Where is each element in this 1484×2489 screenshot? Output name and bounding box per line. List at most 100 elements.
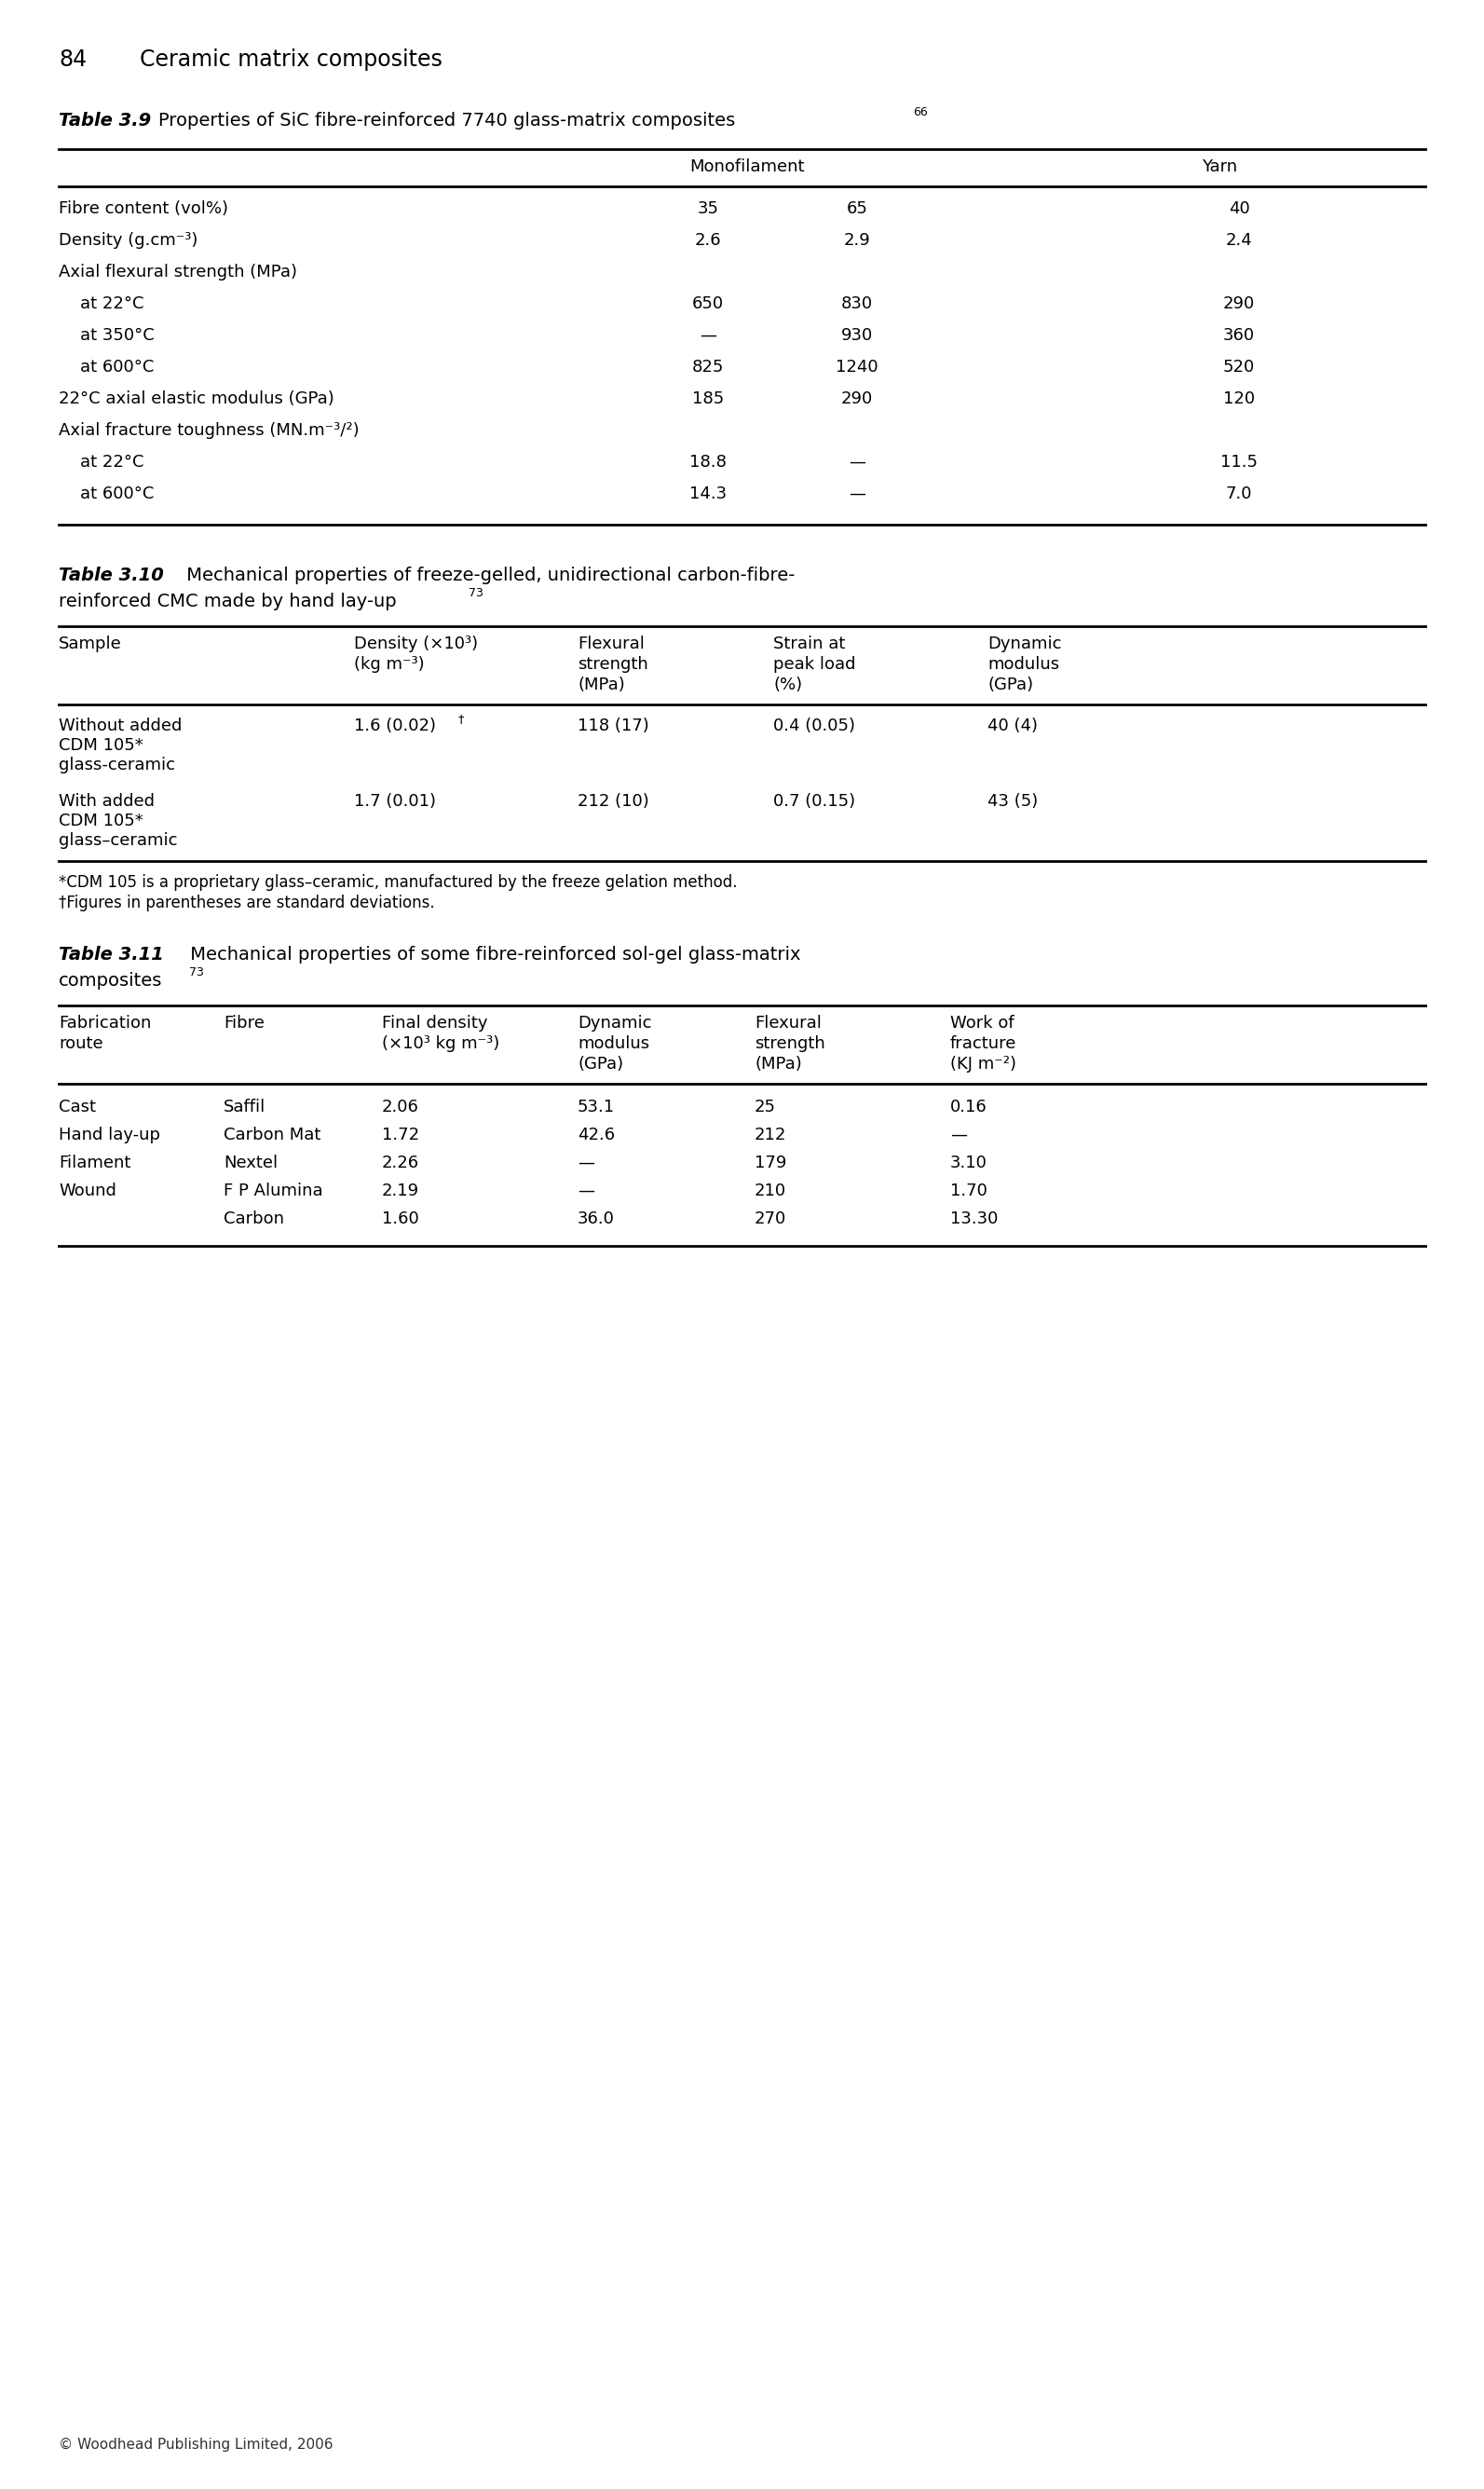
Text: 35: 35: [697, 199, 718, 217]
Text: route: route: [59, 1035, 102, 1053]
Text: With added: With added: [59, 794, 154, 809]
Text: 40: 40: [1229, 199, 1250, 217]
Text: Carbon Mat: Carbon Mat: [224, 1128, 321, 1142]
Text: Final density: Final density: [381, 1016, 488, 1030]
Text: —: —: [577, 1155, 595, 1172]
Text: Table 3.10: Table 3.10: [59, 567, 163, 585]
Text: (×10³ kg m⁻³): (×10³ kg m⁻³): [381, 1035, 500, 1053]
Text: Flexural: Flexural: [577, 635, 644, 652]
Text: fracture: fracture: [950, 1035, 1017, 1053]
Text: Monofilament: Monofilament: [690, 159, 804, 174]
Text: Ceramic matrix composites: Ceramic matrix composites: [139, 47, 442, 70]
Text: 1.7 (0.01): 1.7 (0.01): [355, 794, 436, 809]
Text: 40 (4): 40 (4): [987, 717, 1037, 734]
Text: 360: 360: [1223, 326, 1255, 343]
Text: composites: composites: [59, 971, 162, 991]
Text: 650: 650: [692, 296, 724, 311]
Text: 36.0: 36.0: [577, 1210, 614, 1227]
Text: 0.16: 0.16: [950, 1098, 987, 1115]
Text: modulus: modulus: [987, 657, 1060, 672]
Text: 42.6: 42.6: [577, 1128, 614, 1142]
Text: *CDM 105 is a proprietary glass–ceramic, manufactured by the freeze gelation met: *CDM 105 is a proprietary glass–ceramic,…: [59, 874, 738, 891]
Text: at 600°C: at 600°C: [59, 358, 154, 376]
Text: (KJ m⁻²): (KJ m⁻²): [950, 1055, 1017, 1073]
Text: (kg m⁻³): (kg m⁻³): [355, 657, 424, 672]
Text: —: —: [950, 1128, 968, 1142]
Text: 1.6 (0.02): 1.6 (0.02): [355, 717, 436, 734]
Text: 290: 290: [1223, 296, 1255, 311]
Text: Mechanical properties of some fibre-reinforced sol-gel glass-matrix: Mechanical properties of some fibre-rein…: [184, 946, 801, 963]
Text: (GPa): (GPa): [987, 677, 1033, 694]
Text: Density (g.cm⁻³): Density (g.cm⁻³): [59, 231, 197, 249]
Text: 43 (5): 43 (5): [987, 794, 1037, 809]
Text: 1.60: 1.60: [381, 1210, 418, 1227]
Text: 2.6: 2.6: [695, 231, 721, 249]
Text: 520: 520: [1223, 358, 1255, 376]
Text: Fabrication: Fabrication: [59, 1016, 151, 1030]
Text: Fibre: Fibre: [224, 1016, 264, 1030]
Text: —: —: [849, 485, 865, 503]
Text: Wound: Wound: [59, 1182, 116, 1200]
Text: 0.4 (0.05): 0.4 (0.05): [773, 717, 855, 734]
Text: 11.5: 11.5: [1220, 453, 1257, 470]
Text: 53.1: 53.1: [577, 1098, 614, 1115]
Text: Axial fracture toughness (MN.m⁻³/²): Axial fracture toughness (MN.m⁻³/²): [59, 423, 359, 438]
Text: CDM 105*: CDM 105*: [59, 811, 144, 829]
Text: at 22°C: at 22°C: [59, 296, 144, 311]
Text: 1240: 1240: [835, 358, 879, 376]
Text: Filament: Filament: [59, 1155, 131, 1172]
Text: reinforced CMC made by hand lay-up: reinforced CMC made by hand lay-up: [59, 592, 396, 610]
Text: 13.30: 13.30: [950, 1210, 999, 1227]
Text: at 350°C: at 350°C: [59, 326, 154, 343]
Text: Mechanical properties of freeze-gelled, unidirectional carbon-fibre-: Mechanical properties of freeze-gelled, …: [181, 567, 795, 585]
Text: —: —: [577, 1182, 595, 1200]
Text: 2.19: 2.19: [381, 1182, 420, 1200]
Text: F P Alumina: F P Alumina: [224, 1182, 324, 1200]
Text: glass–ceramic: glass–ceramic: [59, 831, 178, 849]
Text: Strain at: Strain at: [773, 635, 846, 652]
Text: glass-ceramic: glass-ceramic: [59, 757, 175, 774]
Text: —: —: [699, 326, 717, 343]
Text: Saffil: Saffil: [224, 1098, 266, 1115]
Text: 1.72: 1.72: [381, 1128, 420, 1142]
Text: © Woodhead Publishing Limited, 2006: © Woodhead Publishing Limited, 2006: [59, 2437, 332, 2452]
Text: 830: 830: [841, 296, 873, 311]
Text: 185: 185: [692, 391, 724, 408]
Text: †: †: [459, 712, 464, 724]
Text: Without added: Without added: [59, 717, 183, 734]
Text: Sample: Sample: [59, 635, 122, 652]
Text: Properties of SiC fibre-reinforced 7740 glass-matrix composites: Properties of SiC fibre-reinforced 7740 …: [159, 112, 735, 129]
Text: 84: 84: [59, 47, 86, 70]
Text: 270: 270: [754, 1210, 787, 1227]
Text: 120: 120: [1223, 391, 1255, 408]
Text: 3.10: 3.10: [950, 1155, 987, 1172]
Text: at 22°C: at 22°C: [59, 453, 144, 470]
Text: 14.3: 14.3: [689, 485, 727, 503]
Text: (GPa): (GPa): [577, 1055, 623, 1073]
Text: Table 3.11: Table 3.11: [59, 946, 163, 963]
Text: 73: 73: [188, 966, 203, 978]
Text: strength: strength: [754, 1035, 825, 1053]
Text: at 600°C: at 600°C: [59, 485, 154, 503]
Text: Dynamic: Dynamic: [577, 1016, 651, 1030]
Text: Table 3.9: Table 3.9: [59, 112, 151, 129]
Text: 290: 290: [841, 391, 873, 408]
Text: strength: strength: [577, 657, 649, 672]
Text: Fibre content (vol%): Fibre content (vol%): [59, 199, 229, 217]
Text: 930: 930: [841, 326, 873, 343]
Text: Density (×10³): Density (×10³): [355, 635, 478, 652]
Text: CDM 105*: CDM 105*: [59, 737, 144, 754]
Text: 7.0: 7.0: [1226, 485, 1252, 503]
Text: 73: 73: [469, 587, 484, 600]
Text: Nextel: Nextel: [224, 1155, 278, 1172]
Text: 22°C axial elastic modulus (GPa): 22°C axial elastic modulus (GPa): [59, 391, 334, 408]
Text: Yarn: Yarn: [1202, 159, 1238, 174]
Text: Flexural: Flexural: [754, 1016, 822, 1030]
Text: 210: 210: [754, 1182, 787, 1200]
Text: (MPa): (MPa): [577, 677, 625, 694]
Text: 65: 65: [846, 199, 868, 217]
Text: 66: 66: [913, 107, 928, 119]
Text: †Figures in parentheses are standard deviations.: †Figures in parentheses are standard dev…: [59, 894, 435, 911]
Text: Work of: Work of: [950, 1016, 1014, 1030]
Text: 212 (10): 212 (10): [577, 794, 649, 809]
